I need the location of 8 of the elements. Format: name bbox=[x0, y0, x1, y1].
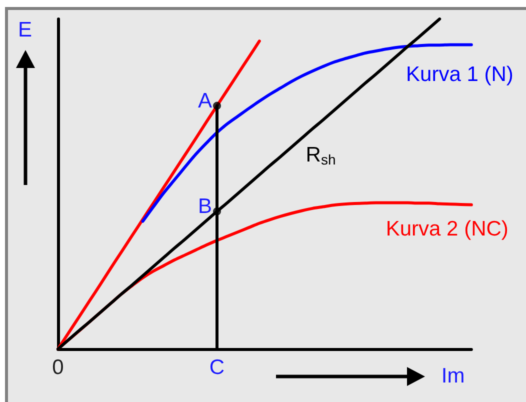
y-axis-title: E bbox=[18, 18, 32, 42]
series-label: Kurva 1 (N) bbox=[406, 63, 514, 86]
x-tick-label: C bbox=[209, 356, 225, 379]
annotation: B bbox=[198, 194, 212, 218]
series-label: Kurva 2 (NC) bbox=[386, 217, 508, 240]
annotation: A bbox=[198, 89, 212, 112]
x-tick-label: 0 bbox=[52, 356, 64, 379]
x-axis-title: Im bbox=[441, 364, 465, 388]
